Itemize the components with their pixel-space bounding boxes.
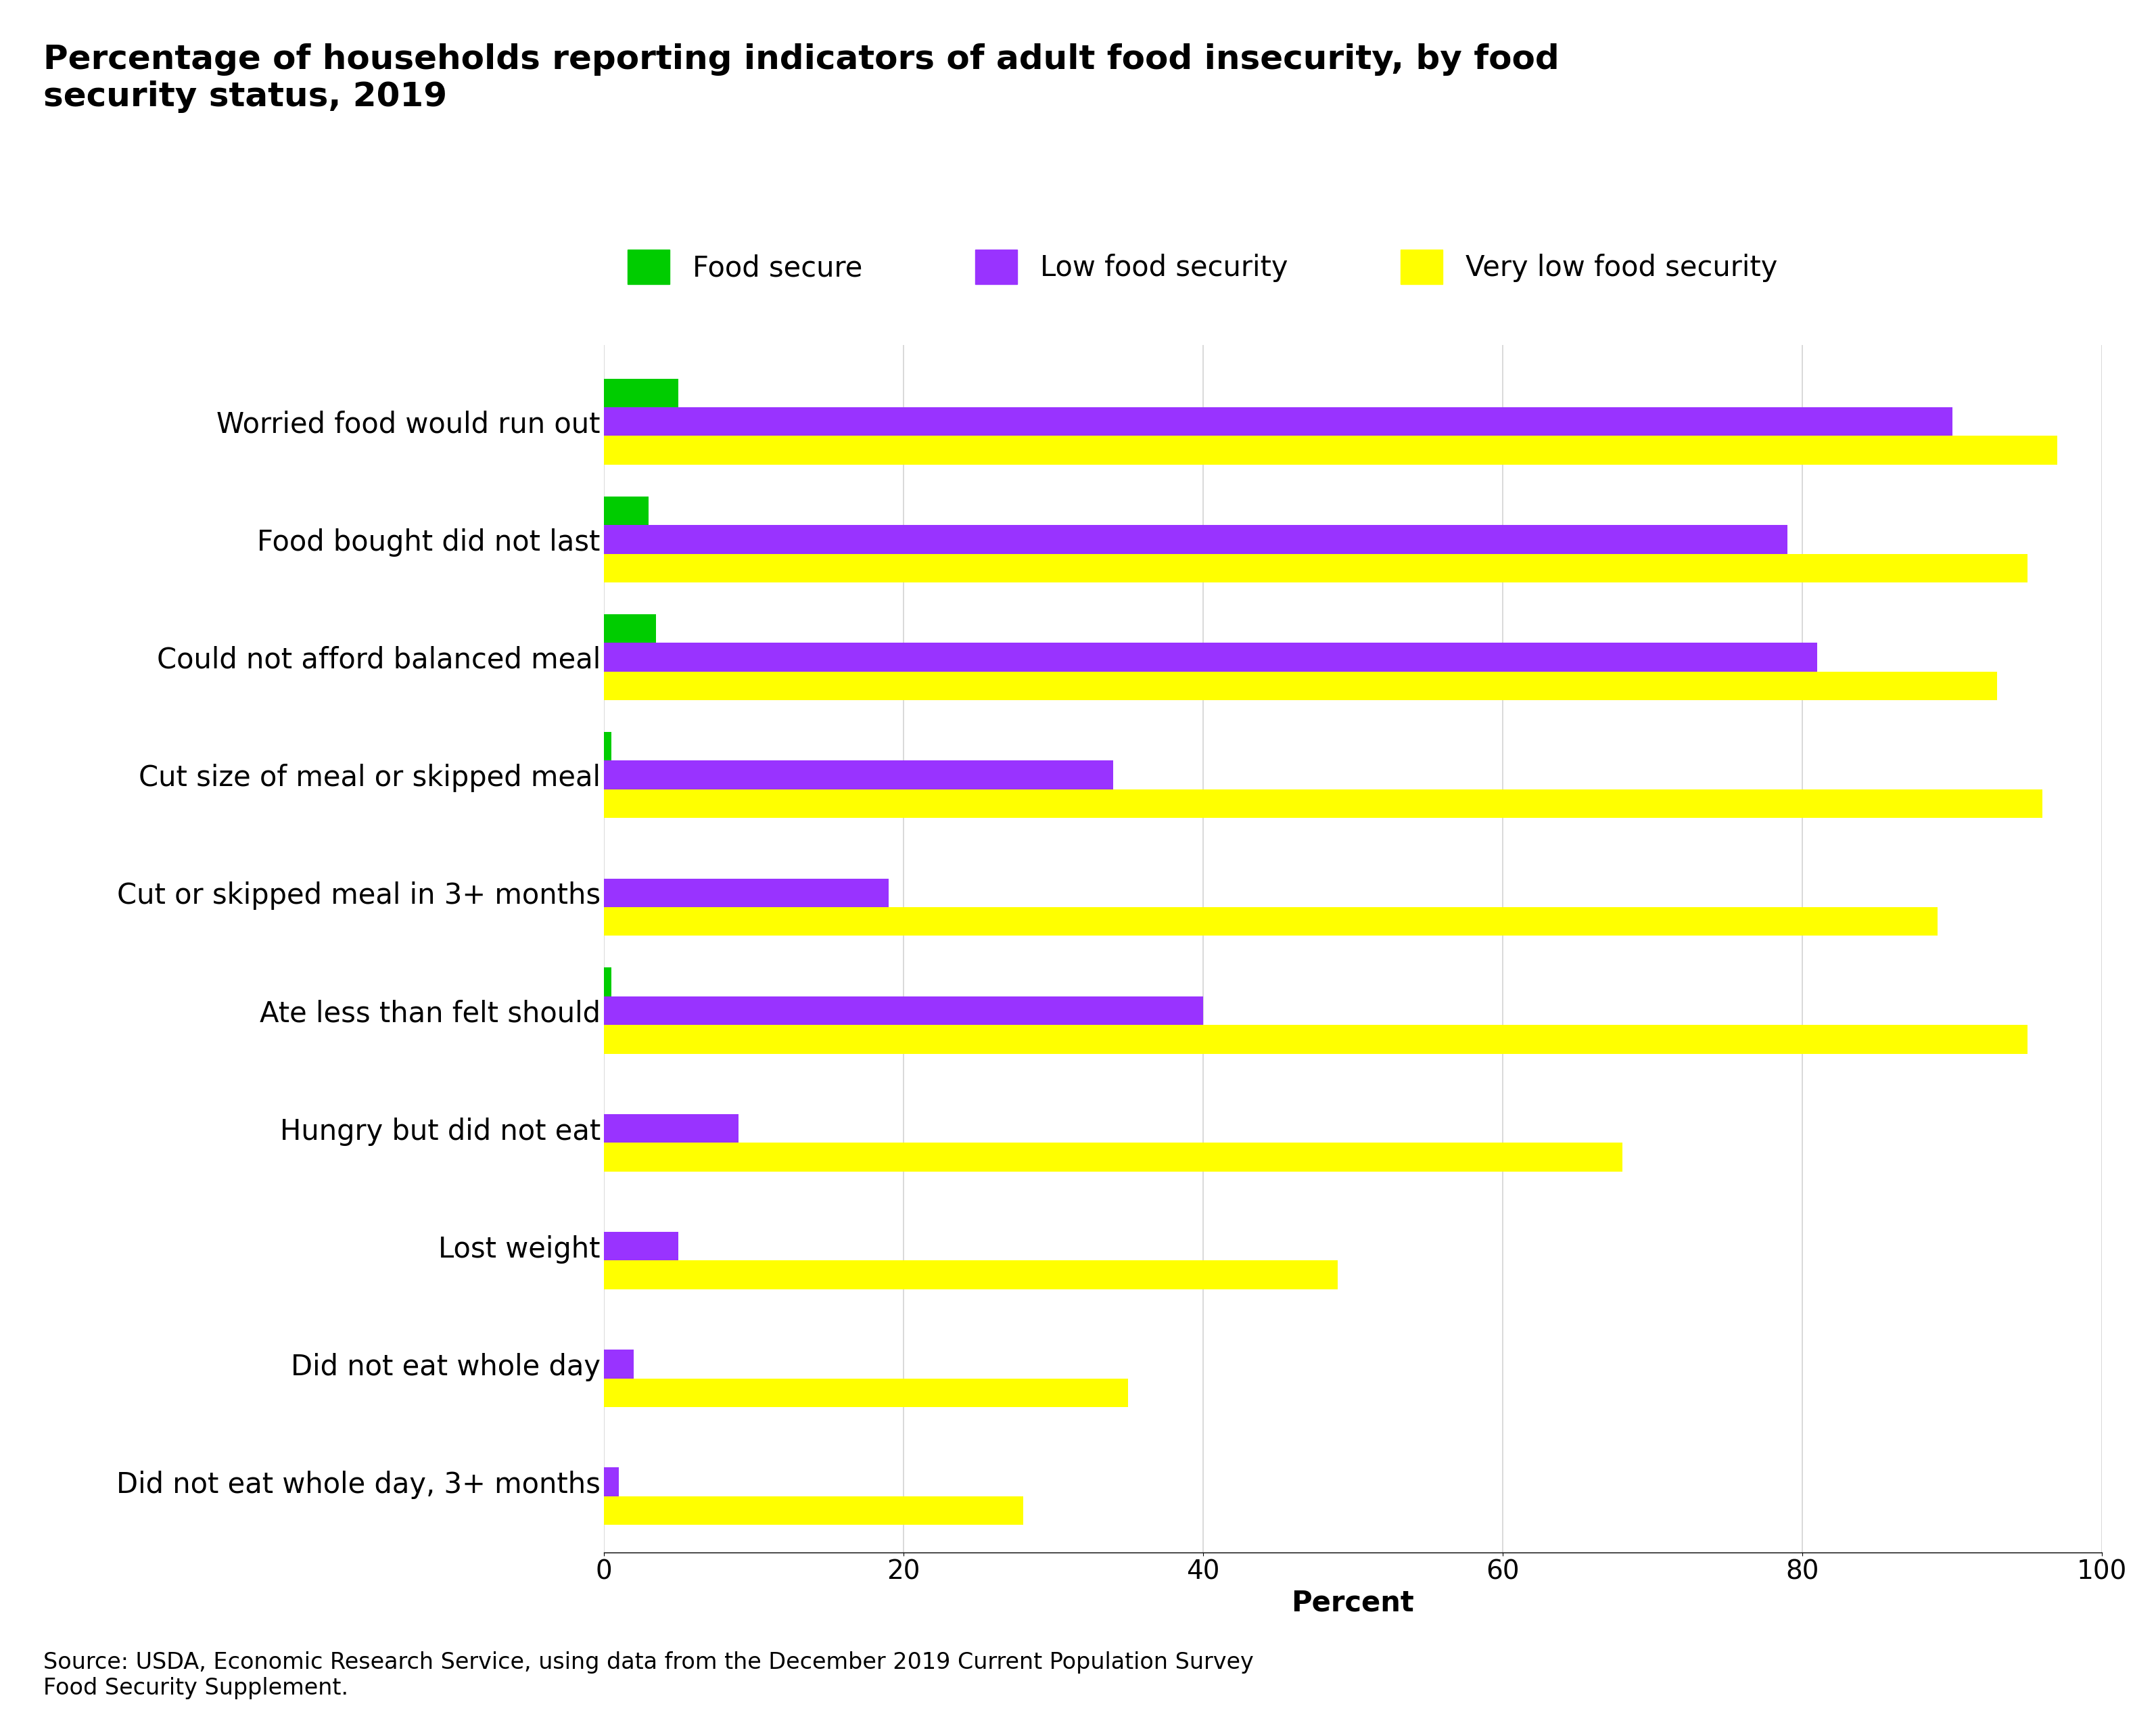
Bar: [604, 614, 655, 643]
Bar: [604, 1378, 1128, 1408]
Legend: Food secure, Low food security, Very low food security: Food secure, Low food security, Very low…: [617, 238, 1789, 295]
Bar: [604, 1468, 619, 1496]
Bar: [604, 907, 1938, 937]
Bar: [604, 1114, 740, 1142]
Bar: [604, 436, 2057, 464]
Bar: [604, 378, 679, 407]
Text: Percentage of households reporting indicators of adult food insecurity, by food
: Percentage of households reporting indic…: [43, 43, 1559, 114]
Bar: [604, 878, 888, 907]
Bar: [604, 643, 1818, 671]
Bar: [604, 1349, 634, 1378]
Text: Source: USDA, Economic Research Service, using data from the December 2019 Curre: Source: USDA, Economic Research Service,…: [43, 1651, 1253, 1699]
Bar: [604, 790, 2042, 818]
Bar: [604, 671, 1996, 700]
Bar: [604, 761, 1112, 790]
Bar: [604, 497, 649, 524]
Bar: [604, 1025, 2027, 1054]
Bar: [604, 524, 1787, 554]
Bar: [604, 997, 1203, 1025]
Bar: [604, 968, 610, 997]
Bar: [604, 407, 1951, 436]
Bar: [604, 1142, 1623, 1171]
Bar: [604, 1261, 1339, 1289]
Bar: [604, 554, 2027, 583]
Bar: [604, 731, 610, 761]
Bar: [604, 1232, 679, 1261]
Bar: [604, 1496, 1024, 1525]
X-axis label: Percent: Percent: [1291, 1589, 1414, 1616]
